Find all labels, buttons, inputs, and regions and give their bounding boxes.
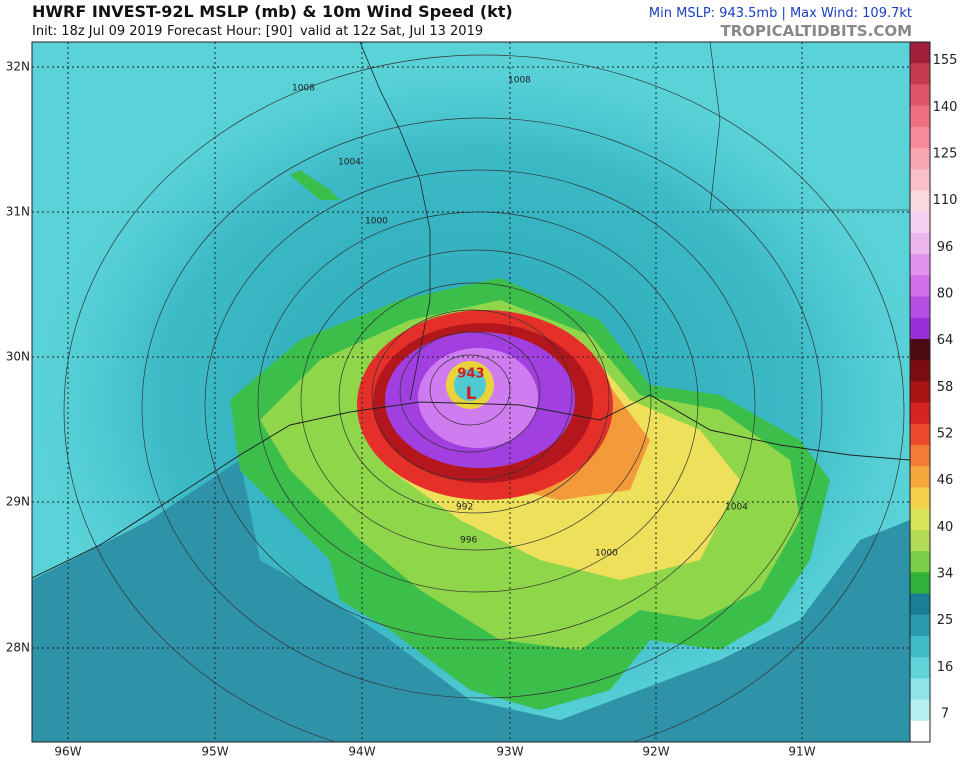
colorbar-step (910, 169, 930, 191)
lon-label: 91W (788, 745, 815, 759)
isobars (63, 54, 905, 742)
colorbar-step (910, 360, 930, 382)
lat-label: 31N (6, 205, 30, 219)
isobar-label: 996 (460, 536, 477, 546)
colorbar-step (910, 402, 930, 425)
isobar-label: 1008 (508, 76, 531, 86)
stats: Min MSLP: 943.5mb | Max Wind: 109.7kt (648, 6, 912, 21)
init: Init: 18z Jul 09 2019 (32, 24, 163, 39)
colorbar-step (910, 635, 930, 658)
colorbar-step (910, 84, 930, 107)
lon-label: 92W (642, 745, 669, 759)
colorbar: 155 140 125 110 96 80 64 58 52 46 40 34 25 16 7 (909, 41, 958, 743)
colorbar-step (910, 338, 930, 361)
colorbar-label: 80 (937, 287, 954, 302)
colorbar-step (910, 445, 930, 467)
colorbar-label: 64 (937, 333, 954, 348)
isobar-label: 1000 (595, 549, 618, 559)
lon-label: 95W (201, 745, 228, 759)
source: TROPICALTIDBITS.COM (720, 22, 913, 40)
colorbar-label: 46 (937, 473, 954, 488)
colorbar-label: 110 (933, 193, 958, 208)
colorbar-label: 34 (937, 567, 954, 582)
colorbar-step (910, 572, 930, 595)
colorbar-frame (909, 41, 931, 743)
colorbar-step (910, 381, 930, 404)
coastline (32, 394, 910, 579)
colorbar-step (910, 657, 930, 679)
colorbar-step (910, 466, 930, 488)
colorbar-step (910, 105, 930, 128)
colorbar-step (910, 296, 930, 319)
title: HWRF INVEST-92L MSLP (mb) & 10m Wind Spe… (32, 2, 513, 21)
lat-label: 30N (6, 350, 30, 364)
colorbar-step (910, 699, 930, 722)
gulf-wind (32, 460, 910, 742)
colorbar-step (910, 232, 930, 255)
colorbar-label: 7 (941, 707, 949, 722)
colorbar-label: 155 (933, 53, 958, 68)
center-pressure: 943 (457, 367, 484, 382)
colorbar-step (910, 423, 930, 446)
colorbar-step (910, 529, 930, 552)
lon-label: 96W (54, 745, 81, 759)
lat-label: 32N (6, 60, 30, 74)
colorbar-step (910, 148, 930, 170)
colorbar-step (910, 508, 930, 531)
colorbar-label: 96 (937, 240, 954, 255)
colorbar-step (910, 126, 930, 149)
colorbar-step (910, 720, 930, 743)
valid-time: valid at 12z Sat, Jul 13 2019 (300, 24, 484, 39)
border (359, 42, 431, 401)
colorbar-step (910, 678, 930, 701)
isobar-label: 1008 (292, 84, 315, 94)
low-marker: L (466, 384, 477, 404)
lat-labels: 32N 31N 30N 29N 28N (6, 60, 30, 655)
colorbar-label: 52 (937, 427, 954, 442)
state-line (709, 42, 910, 211)
lon-labels: 96W 95W 94W 93W 92W 91W (54, 745, 815, 759)
colorbar-step (910, 487, 930, 510)
graticule (32, 42, 910, 742)
colorbar-label: 58 (937, 380, 954, 395)
colorbar-label: 25 (937, 613, 954, 628)
colorbar-label: 140 (933, 100, 958, 115)
colorbar-step (910, 551, 930, 573)
eye (454, 369, 486, 401)
forecast-hour: Forecast Hour: [90] (167, 24, 293, 39)
isobar-label: 1000 (365, 217, 388, 227)
lon-label: 94W (348, 745, 375, 759)
colorbar-label: 16 (937, 660, 954, 675)
lat-label: 29N (6, 495, 30, 509)
colorbar-step (910, 275, 930, 298)
lon-label: 93W (496, 745, 523, 759)
colorbar-label: 125 (933, 147, 958, 162)
inland-patch (290, 170, 340, 200)
colorbar-label: 40 (937, 520, 954, 535)
colorbar-step (910, 63, 930, 85)
isobar-label: 992 (456, 503, 473, 513)
isobar-label: 1004 (725, 503, 748, 513)
isobar-label: 1004 (338, 158, 361, 168)
colorbar-step (910, 211, 930, 234)
colorbar-step (910, 42, 930, 64)
map-field: 1008 1008 1004 1000 992 996 1000 1004 94… (32, 42, 910, 742)
colorbar-step (910, 190, 930, 213)
colorbar-step (910, 317, 930, 340)
colorbar-step (910, 593, 930, 616)
colorbar-step (910, 614, 930, 637)
lat-label: 28N (6, 641, 30, 655)
colorbar-step (910, 254, 930, 276)
